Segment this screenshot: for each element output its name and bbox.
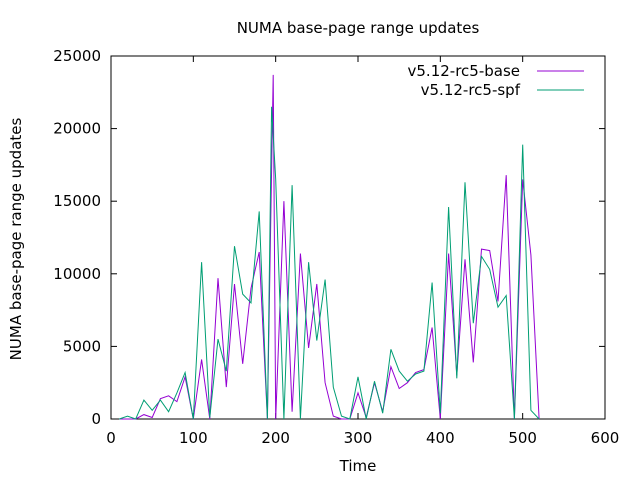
y-tick-label: 20000 xyxy=(53,120,101,138)
axis-ticks: 0 100 200 300 400 500 600 0 5000 10000 15000 20000 2… xyxy=(53,47,619,447)
y-tick-label: 5000 xyxy=(63,337,101,355)
legend-label-2: v5.12-rc5-spf xyxy=(421,81,521,99)
x-tick-label: 400 xyxy=(426,429,455,447)
series-line-2 xyxy=(119,106,540,420)
y-tick-label: 25000 xyxy=(53,47,101,65)
y-axis-label: NUMA base-page range updates xyxy=(7,118,25,361)
y-tick-label: 10000 xyxy=(53,265,101,283)
y-tick-label: 15000 xyxy=(53,192,101,210)
series-line-1 xyxy=(119,74,540,420)
y-tick-label: 0 xyxy=(91,410,101,428)
x-tick-label: 200 xyxy=(261,429,290,447)
x-axis-label: Time xyxy=(339,457,377,475)
x-tick-label: 500 xyxy=(508,429,537,447)
legend-label-1: v5.12-rc5-base xyxy=(408,62,521,80)
series-layer xyxy=(119,74,540,420)
x-tick-label: 600 xyxy=(591,429,620,447)
x-tick-label: 0 xyxy=(106,429,116,447)
chart-title: NUMA base-page range updates xyxy=(237,19,480,37)
x-tick-label: 100 xyxy=(179,429,208,447)
x-tick-label: 300 xyxy=(344,429,373,447)
plot-frame xyxy=(110,55,606,420)
